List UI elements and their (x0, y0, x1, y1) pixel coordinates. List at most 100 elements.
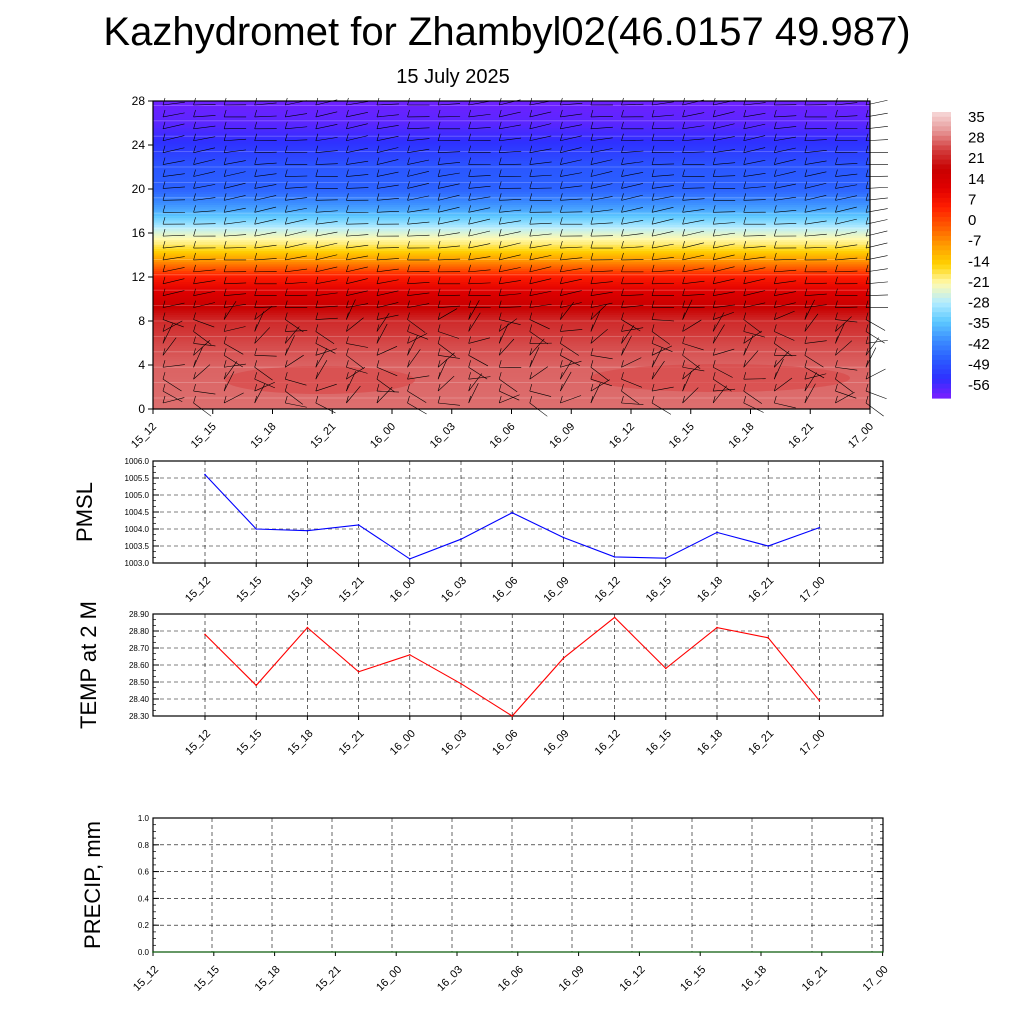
heatmap-band (153, 235, 870, 238)
colorbar-label: -28 (968, 295, 990, 312)
wind-barb (407, 331, 429, 340)
colorbar-swatch (932, 135, 951, 142)
colorbar-swatch (932, 259, 951, 266)
data-point (511, 715, 513, 717)
wind-barb (223, 392, 244, 404)
wind-barb-flag (437, 193, 441, 201)
wind-barb-flag (346, 193, 349, 201)
wind-barb (774, 402, 796, 409)
wind-barb (651, 218, 674, 225)
wind-barb (376, 171, 399, 177)
wind-barb-flag (498, 383, 502, 392)
wind-barb-flag (315, 217, 319, 225)
wind-barb (560, 159, 582, 165)
wind-barb (621, 378, 643, 388)
wind-barb (804, 246, 827, 249)
wind-barb-flag (284, 264, 288, 272)
wind-barb-flag (865, 205, 869, 213)
wind-barb-flag (804, 360, 808, 368)
wind-barb (346, 160, 369, 165)
wind-barb-flag (804, 121, 808, 129)
wind-barb-flag (743, 217, 747, 225)
wind-barb-flag (804, 312, 808, 320)
heatmap-band (153, 255, 870, 258)
heatmap-band (153, 373, 870, 377)
y-tick-label: 0.6 (138, 868, 150, 877)
wind-barb (346, 255, 369, 261)
wind-barb (193, 184, 216, 189)
heatmap-band (153, 362, 870, 366)
wind-barb (285, 139, 308, 142)
wind-barb-flag (774, 324, 777, 332)
wind-barb-flag (560, 360, 563, 368)
x-tick-label: 16_12 (607, 421, 637, 451)
wind-barb-flag (346, 133, 349, 141)
heatmap-band (153, 261, 870, 265)
x-tick-label: 16_15 (667, 421, 697, 451)
wind-barb-flag (529, 217, 533, 225)
wind-barb (621, 183, 643, 189)
wind-barb (346, 174, 369, 177)
wind-barb (560, 268, 583, 273)
wind-barb-flag (621, 181, 624, 189)
wind-barb-flag (437, 288, 441, 296)
heatmap-band (153, 182, 870, 186)
y-tick-label: 1003.5 (125, 542, 150, 551)
wind-barb-flag (162, 121, 166, 129)
wind-barb (193, 210, 216, 213)
wind-barb (529, 390, 552, 397)
wind-barb (376, 313, 390, 332)
wind-barb (162, 123, 185, 130)
wind-barb (193, 302, 216, 308)
colorbar-swatch (932, 202, 951, 208)
wind-barb-flag (468, 133, 471, 141)
data-point (460, 538, 462, 540)
wind-barb-flag (743, 133, 747, 141)
x-tick-label: 15_12 (129, 421, 159, 451)
wind-barb (682, 125, 705, 130)
wind-barb-flag (835, 169, 838, 177)
wind-barb-flag (712, 240, 716, 249)
heatmap-band (153, 109, 870, 113)
wind-barb-flag (743, 348, 747, 356)
heatmap-band (153, 307, 870, 311)
x-tick-label: 15_15 (234, 575, 264, 605)
cross-section-panel: 0 4 8 12 16 20 24 28 15_12 15_15 15_18 15_21 16_00 16… (129, 94, 889, 451)
heatmap-band (153, 248, 870, 252)
heatmap-band (153, 156, 870, 159)
wind-barb (223, 355, 243, 368)
heatmap-band (153, 197, 870, 201)
wind-barb-flag (468, 181, 471, 189)
y-tick-label: 28.80 (129, 627, 150, 636)
wind-barb-flag (223, 109, 227, 118)
wind-barb (774, 269, 797, 273)
wind-barb-flag (621, 395, 624, 404)
wind-barb-flag (376, 276, 380, 284)
wind-barb-flag (376, 288, 380, 296)
wind-barb (865, 331, 885, 344)
x-tick-label: 16_06 (496, 964, 526, 994)
heatmap-band (153, 239, 870, 243)
heatmap-band (153, 101, 870, 104)
wind-barb-flag (560, 312, 563, 320)
wind-barb-flag (712, 372, 716, 380)
wind-barb (804, 366, 825, 379)
wind-barb (254, 173, 277, 177)
wind-barb (621, 325, 635, 344)
wind-barb-flag (835, 145, 838, 153)
wind-barb (468, 373, 483, 392)
wind-barb-flag (865, 181, 869, 189)
wind-barb-flag (682, 109, 685, 118)
colorbar-swatch (932, 145, 951, 151)
wind-barb-flag (223, 264, 227, 272)
wind-barb-flag (468, 264, 471, 272)
wind-barb-flag (529, 181, 533, 189)
wind-barb-flag (376, 109, 380, 118)
wind-barb (743, 330, 763, 344)
wind-barb-flag (682, 264, 685, 272)
wind-barb (774, 136, 797, 142)
wind-barb-flag (407, 145, 410, 153)
wind-barb-flag (682, 312, 685, 320)
heatmap-band (153, 103, 870, 106)
